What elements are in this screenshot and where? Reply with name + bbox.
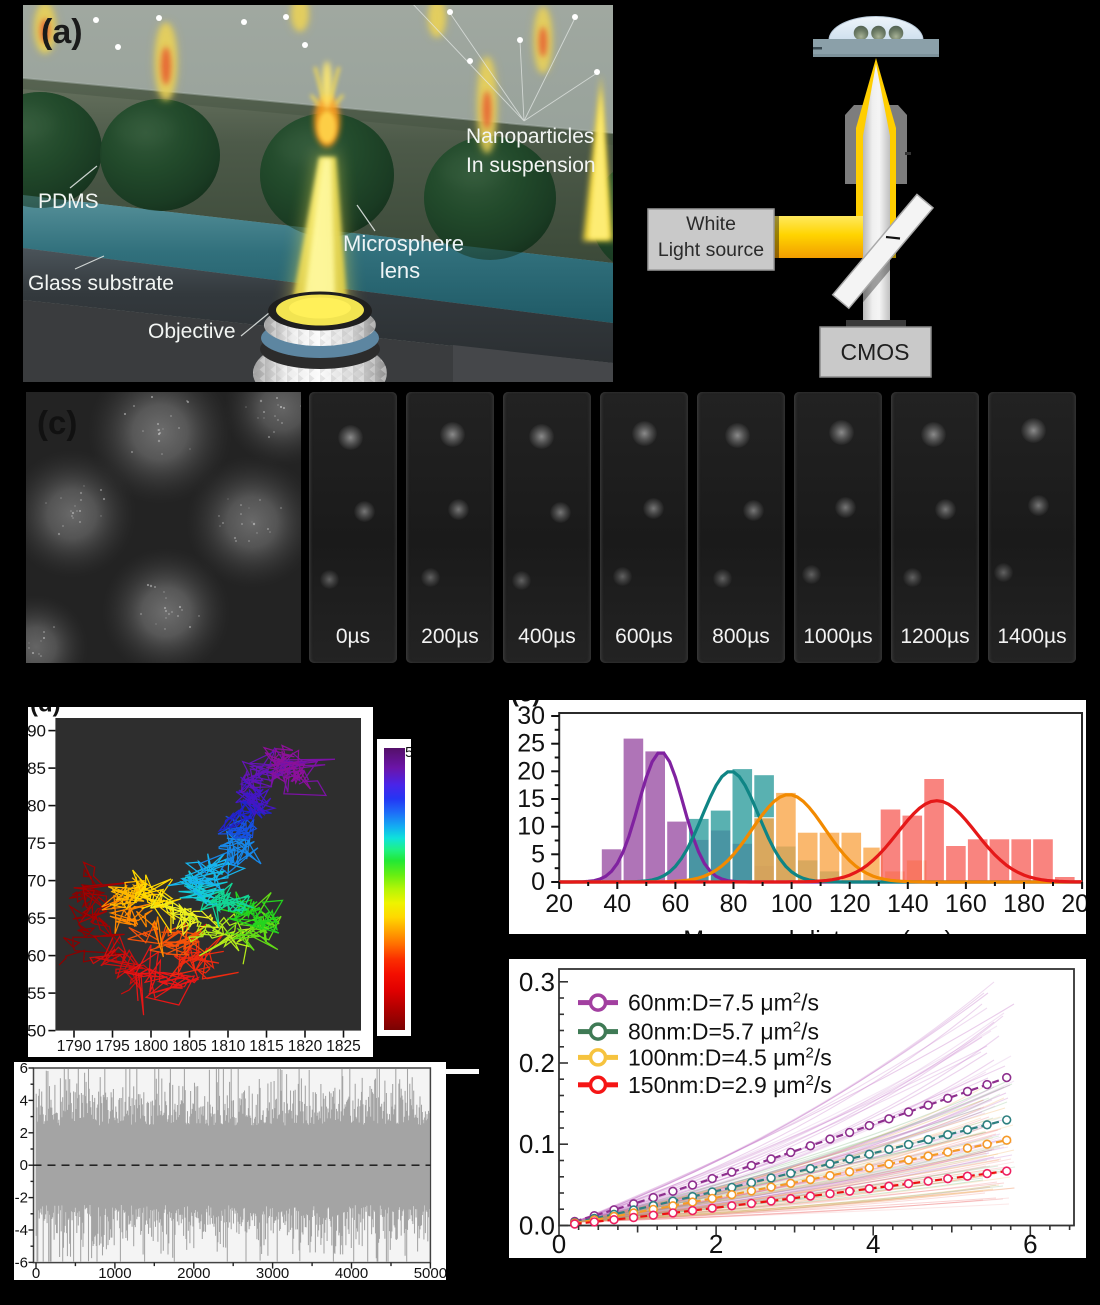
svg-text:150nm:D=2.9 μm2/s: 150nm:D=2.9 μm2/s — [628, 1072, 832, 1098]
svg-text:15: 15 — [517, 785, 545, 813]
svg-text:0: 0 — [32, 1265, 40, 1280]
svg-text:6: 6 — [1023, 1229, 1037, 1258]
svg-text:1815: 1815 — [249, 1038, 283, 1055]
svg-text:2000: 2000 — [177, 1265, 210, 1280]
svg-text:1825: 1825 — [326, 1038, 360, 1055]
svg-text:60: 60 — [28, 947, 46, 966]
svg-text:0: 0 — [531, 868, 545, 896]
svg-text:100nm:D=4.5 μm2/s: 100nm:D=4.5 μm2/s — [628, 1044, 832, 1070]
svg-text:(e): (e) — [511, 700, 540, 708]
svg-text:1810: 1810 — [211, 1038, 246, 1055]
svg-text:20: 20 — [517, 757, 545, 785]
svg-text:140: 140 — [887, 890, 929, 918]
svg-text:1795: 1795 — [95, 1038, 129, 1055]
svg-text:180: 180 — [1003, 890, 1045, 918]
svg-text:1000: 1000 — [98, 1265, 131, 1280]
svg-text:65: 65 — [28, 909, 46, 928]
svg-text:30: 30 — [517, 702, 545, 730]
svg-text:60nm:D=7.5 μm2/s: 60nm:D=7.5 μm2/s — [628, 990, 819, 1016]
svg-text:CMOS: CMOS — [841, 339, 910, 365]
svg-text:120: 120 — [829, 890, 871, 918]
svg-text:20: 20 — [545, 890, 573, 918]
svg-text:4: 4 — [866, 1229, 880, 1258]
svg-text:100: 100 — [771, 890, 813, 918]
svg-text:White: White — [686, 213, 736, 235]
svg-text:25: 25 — [517, 730, 545, 758]
svg-text:0.0: 0.0 — [519, 1211, 555, 1241]
svg-text:-4: -4 — [15, 1222, 28, 1239]
svg-text:5000: 5000 — [414, 1265, 446, 1280]
svg-text:(d): (d) — [30, 707, 61, 718]
svg-text:80: 80 — [28, 797, 46, 816]
svg-text:40: 40 — [603, 890, 631, 918]
svg-text:6: 6 — [20, 1062, 28, 1077]
svg-text:4: 4 — [20, 1092, 28, 1109]
svg-text:0.1: 0.1 — [519, 1129, 555, 1159]
svg-text:90: 90 — [28, 722, 46, 741]
svg-text:Light source: Light source — [658, 239, 764, 261]
svg-text:0: 0 — [552, 1229, 566, 1258]
svg-text:3000: 3000 — [256, 1265, 289, 1280]
svg-text:80: 80 — [720, 890, 748, 918]
svg-text:75: 75 — [28, 834, 46, 853]
svg-text:0.2: 0.2 — [519, 1048, 555, 1078]
svg-text:2: 2 — [20, 1125, 28, 1142]
svg-text:Measured distance (nm): Measured distance (nm) — [683, 926, 953, 934]
svg-text:10: 10 — [517, 813, 545, 841]
svg-text:50: 50 — [28, 1022, 46, 1041]
svg-text:-6: -6 — [15, 1254, 28, 1271]
svg-text:4000: 4000 — [335, 1265, 368, 1280]
svg-text:0.3: 0.3 — [519, 967, 555, 997]
svg-text:160: 160 — [945, 890, 987, 918]
svg-text:85: 85 — [28, 759, 46, 778]
svg-text:2: 2 — [709, 1229, 723, 1258]
svg-text:70: 70 — [28, 872, 46, 891]
svg-text:55: 55 — [28, 984, 46, 1003]
svg-text:1820: 1820 — [288, 1038, 323, 1055]
svg-text:80nm:D=5.7 μm2/s: 80nm:D=5.7 μm2/s — [628, 1019, 819, 1045]
svg-text:1790: 1790 — [57, 1038, 92, 1055]
svg-text:(c): (c) — [37, 404, 77, 441]
svg-text:0: 0 — [20, 1157, 28, 1174]
svg-text:5: 5 — [531, 840, 545, 868]
svg-text:60: 60 — [661, 890, 689, 918]
svg-text:1805: 1805 — [172, 1038, 206, 1055]
svg-text:200: 200 — [1061, 890, 1086, 918]
svg-text:-2: -2 — [15, 1190, 28, 1207]
svg-text:1800: 1800 — [134, 1038, 169, 1055]
